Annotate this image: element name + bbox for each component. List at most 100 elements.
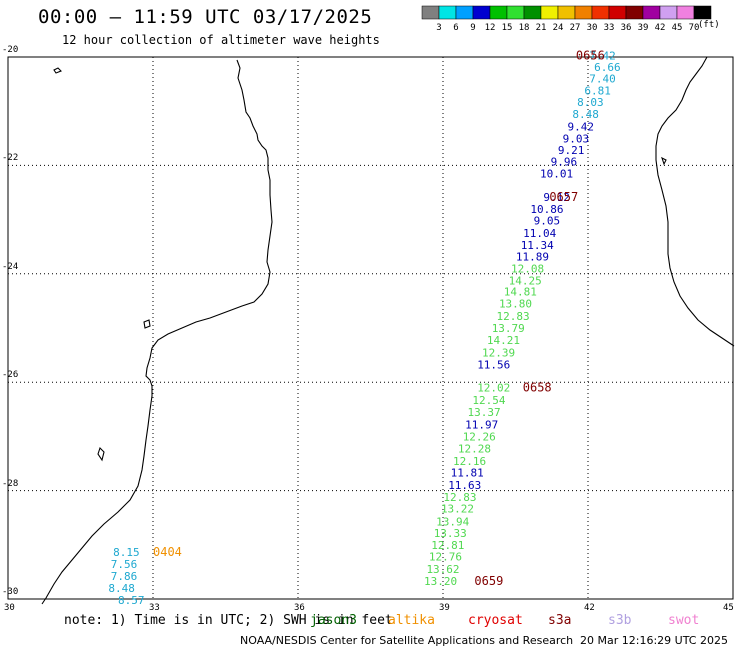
coastline [41, 56, 735, 605]
map-frame [7, 56, 734, 600]
island-1 [53, 67, 62, 74]
wave-height-value: 9.96 [551, 156, 578, 169]
wave-height-value: 6.81 [584, 85, 611, 98]
wave-height-value: 11.89 [516, 250, 549, 263]
island-4 [661, 156, 667, 166]
colorbar-tick-label: 12 [485, 23, 496, 33]
satellite-legend-jason3: jason3 [310, 613, 357, 628]
wave-height-value: 12.02 [477, 382, 510, 395]
wave-height-value: 9.21 [558, 144, 585, 157]
pass-time-label: 0656 [576, 48, 605, 62]
pass-time-labels: 0656 0657 0658 0659 0404 [153, 48, 605, 588]
colorbar-tick-label: 70 [689, 23, 700, 33]
wave-height-value: 12.54 [472, 394, 505, 407]
wave-height-value: 13.33 [434, 527, 467, 540]
wave-height-value: 10.01 [540, 168, 573, 181]
lat-tick-label: -26 [2, 370, 19, 381]
map-title: 00:00 – 11:59 UTC 03/17/2025 [38, 6, 373, 28]
satellite-legend-s3a: s3a [548, 613, 572, 628]
wave-height-value: 11.04 [523, 227, 556, 240]
wave-height-value: 12.26 [463, 430, 496, 443]
colorbar-tick-label: 36 [621, 23, 632, 33]
island-2 [143, 319, 151, 329]
colorbar-tick-label: 42 [655, 23, 666, 33]
map-grid [7, 56, 734, 600]
pass-time-label: 0659 [474, 574, 503, 588]
wave-height-value: 14.21 [487, 334, 520, 347]
colorbar-tick-label: 24 [553, 23, 564, 33]
colorbar-tick-label: 33 [604, 23, 615, 33]
map-subtitle: 12 hour collection of altimeter wave hei… [62, 33, 380, 47]
wave-height-value: 12.81 [431, 539, 464, 552]
wave-height-value: 12.83 [443, 491, 476, 504]
wave-height-value: 13.62 [426, 563, 459, 576]
colorbar-swatch [693, 5, 712, 20]
wave-height-value: 11.63 [448, 479, 481, 492]
lat-tick-label: -22 [2, 153, 19, 164]
wave-height-value: 14.25 [509, 274, 542, 287]
colorbar-tick-label: 3 [436, 23, 441, 33]
lon-tick-label: 39 [439, 603, 450, 613]
altimeter-track-2: 8.157.567.868.488.57 [108, 546, 144, 607]
lat-tick-label: -30 [2, 587, 19, 597]
wave-height-value: 12.39 [482, 346, 515, 359]
satellite-legend-altika: altika [388, 613, 435, 628]
colorbar-tick-label: 15 [502, 23, 513, 33]
credit-date: 20 Mar 12:16:29 UTC 2025 [580, 634, 728, 647]
colorbar-tick-label: 6 [453, 23, 458, 33]
colorbar-unit: (ft) [698, 20, 720, 30]
lon-tick-label: 42 [584, 603, 595, 613]
wave-height-value: 13.94 [436, 515, 469, 528]
island-3 [97, 446, 105, 462]
wave-height-value: 13.22 [441, 502, 474, 515]
lat-tick-label: -20 [2, 45, 19, 55]
wave-height-value: 13.37 [468, 406, 501, 419]
colorbar-tick-label: 45 [672, 23, 683, 33]
wave-height-value: 11.56 [477, 358, 510, 371]
wave-height-value: 9.42 [568, 120, 595, 133]
wave-height-value: 8.15 [113, 546, 140, 559]
lon-tick-label: 30 [4, 603, 15, 613]
wave-height-value: 8.03 [577, 96, 604, 109]
wave-height-map: 7.426.667.406.818.03 8.48 9.429.039.219.96… [7, 48, 735, 607]
wave-height-value: 14.81 [504, 286, 537, 299]
lon-tick-label: 33 [149, 603, 160, 613]
wave-height-value: 12.16 [453, 455, 486, 468]
wave-height-value: 7.42 [589, 49, 616, 62]
footer-note: note: 1) Time is in UTC; 2) SWH is in fe… [64, 613, 393, 628]
colorbar-tick-label: 39 [638, 23, 649, 33]
satellite-legend-swot: swot [668, 613, 700, 628]
pass-time-label: 0658 [523, 381, 552, 395]
lat-tick-label: -24 [2, 261, 19, 272]
wave-height-value: 9.03 [563, 132, 590, 145]
credit-line: NOAA/NESDIS Center for Satellite Applica… [240, 634, 574, 647]
wave-height-value: 11.34 [521, 239, 554, 252]
wave-height-value: 6.66 [594, 61, 621, 74]
pass-time-label: 0404 [153, 545, 182, 559]
wave-height-value: 11.97 [465, 418, 498, 431]
wave-height-value: 12.76 [429, 551, 462, 564]
wave-height-value: 13.79 [492, 322, 525, 335]
wave-height-value: 7.40 [589, 73, 616, 86]
colorbar-tick-label: 18 [519, 23, 530, 33]
wave-height-colorbar: 3 6 9 12 15 18 21 24 27 30 33 36 39 42 45 70 [421, 5, 712, 33]
colorbar-tick-label: 9 [470, 23, 475, 33]
wave-height-value: 11.81 [451, 467, 484, 480]
wave-height-value: 8.48 [108, 582, 135, 595]
lon-tick-label: 36 [294, 603, 305, 613]
african-coastline [41, 59, 273, 605]
wave-height-value: 13.20 [424, 575, 457, 588]
madagascar-coastline [655, 56, 735, 347]
wave-height-value: 7.56 [111, 558, 138, 571]
colorbar-tick-label: 27 [570, 23, 581, 33]
wave-height-value: 13.80 [499, 298, 532, 311]
wave-height-value: 10.86 [530, 203, 563, 216]
altimeter-track-1: 7.426.667.406.818.038.489.429.039.219.96… [424, 49, 621, 588]
wave-height-value: 12.08 [511, 262, 544, 275]
wave-height-value: 12.83 [497, 310, 530, 323]
pass-time-label: 0657 [549, 190, 578, 204]
wave-height-value: 9.05 [534, 215, 561, 228]
wave-height-value: 8.57 [118, 594, 145, 607]
wave-height-value: 12.28 [458, 442, 491, 455]
wave-height-value: 9.12 [543, 191, 570, 204]
